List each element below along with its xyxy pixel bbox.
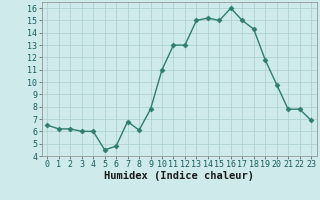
X-axis label: Humidex (Indice chaleur): Humidex (Indice chaleur) [104, 171, 254, 181]
